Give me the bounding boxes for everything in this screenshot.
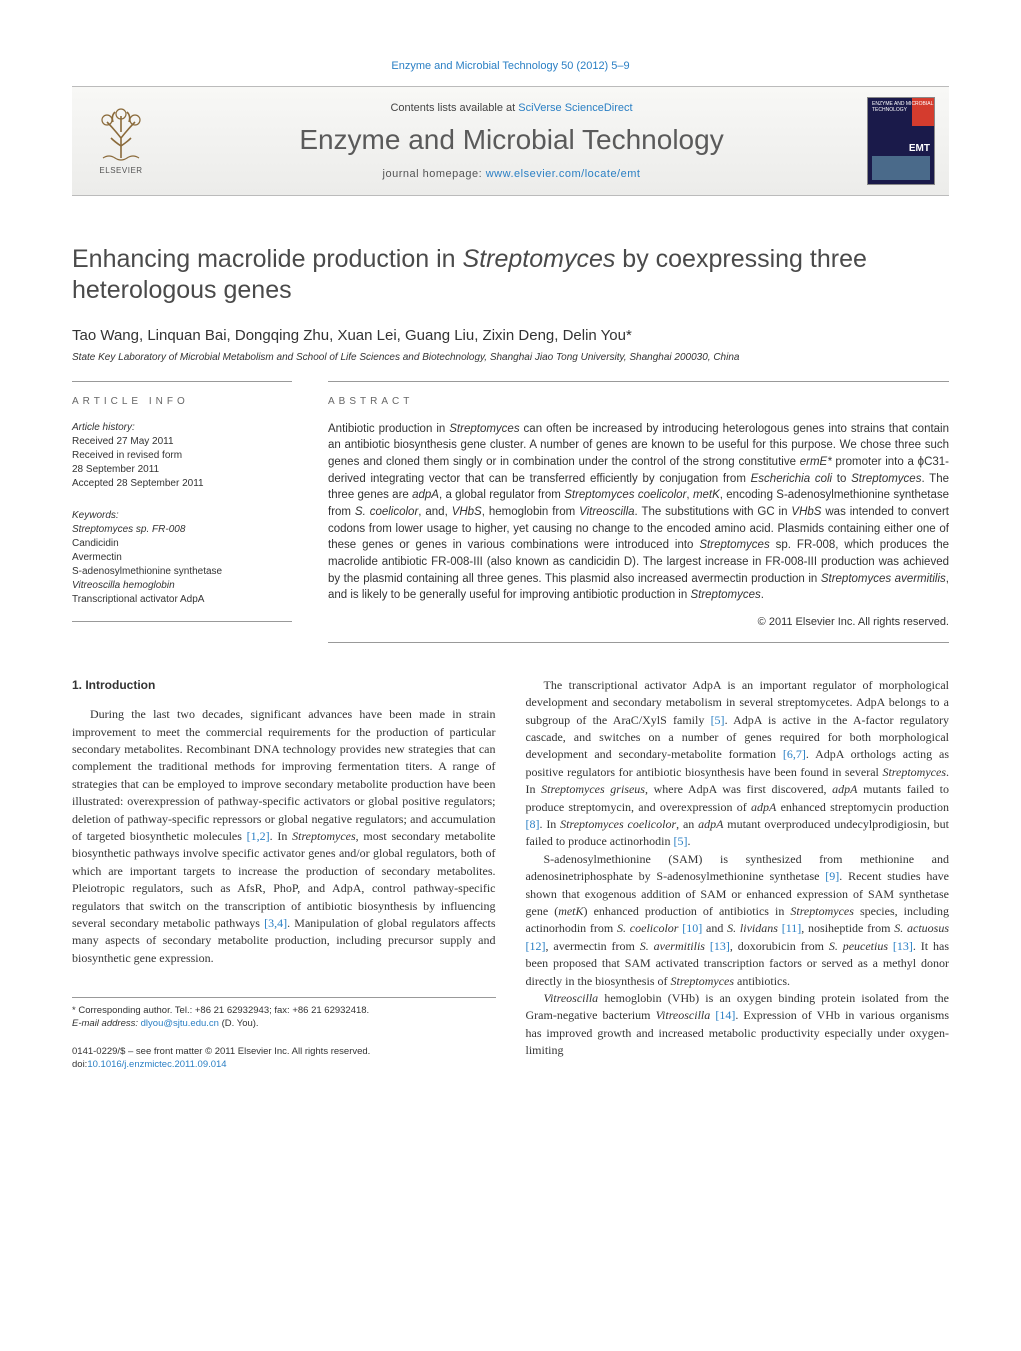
column-right: The transcriptional activator AdpA is an…: [526, 677, 950, 1071]
journal-cover-thumb[interactable]: ENZYME AND MICROBIAL TECHNOLOGY EMT: [867, 97, 935, 185]
contents-line: Contents lists available at SciVerse Sci…: [174, 102, 849, 114]
article-info-column: article info Article history: Received 2…: [72, 381, 292, 643]
meta-row: article info Article history: Received 2…: [72, 381, 949, 643]
keyword-item: Streptomyces sp. FR-008: [72, 523, 292, 537]
affiliation: State Key Laboratory of Microbial Metabo…: [72, 352, 949, 363]
meta-left-bottom-rule: [72, 621, 292, 622]
contents-prefix: Contents lists available at: [390, 102, 518, 114]
doi-link[interactable]: 10.1016/j.enzmictec.2011.09.014: [87, 1059, 226, 1070]
footnote-email: E-mail address: dlyou@sjtu.edu.cn (D. Yo…: [72, 1017, 496, 1030]
doi-label: doi:: [72, 1059, 87, 1070]
homepage-line: journal homepage: www.elsevier.com/locat…: [174, 168, 849, 180]
column-left: 1. Introduction During the last two deca…: [72, 677, 496, 1071]
history-title: Article history:: [72, 421, 292, 435]
cover-emt: EMT: [909, 143, 930, 154]
email-label: E-mail address:: [72, 1018, 141, 1029]
title-block: Enhancing macrolide production in Strept…: [72, 244, 949, 363]
history-revised1: Received in revised form: [72, 449, 292, 463]
history-accepted: Accepted 28 September 2011: [72, 477, 292, 491]
intro-p1: During the last two decades, significant…: [72, 706, 496, 967]
authors: Tao Wang, Linquan Bai, Dongqing Zhu, Xua…: [72, 327, 949, 344]
keywords-title: Keywords:: [72, 509, 292, 523]
history-received: Received 27 May 2011: [72, 435, 292, 449]
elsevier-tree-icon: [93, 108, 149, 164]
copyright: © 2011 Elsevier Inc. All rights reserved…: [328, 616, 949, 628]
cover-image-placeholder: [872, 156, 930, 180]
doi-line: doi:10.1016/j.enzmictec.2011.09.014: [72, 1058, 496, 1071]
email-link[interactable]: dlyou@sjtu.edu.cn: [141, 1018, 219, 1029]
kw0: Streptomyces sp. FR-008: [72, 524, 185, 535]
kw4: Vitreoscilla hemoglobin: [72, 580, 175, 591]
homepage-prefix: journal homepage:: [383, 168, 486, 180]
elsevier-wordmark: ELSEVIER: [99, 166, 142, 175]
author-list: Tao Wang, Linquan Bai, Dongqing Zhu, Xua…: [72, 327, 626, 344]
abstract-label: abstract: [328, 396, 949, 407]
page: Enzyme and Microbial Technology 50 (2012…: [0, 0, 1021, 1111]
homepage-link[interactable]: www.elsevier.com/locate/emt: [486, 168, 641, 180]
col2-p3: Vitreoscilla hemoglobin (VHb) is an oxyg…: [526, 990, 950, 1060]
journal-name: Enzyme and Microbial Technology: [174, 124, 849, 156]
col2-p2: S-adenosylmethionine (SAM) is synthesize…: [526, 851, 950, 990]
corresponding-mark: *: [626, 327, 632, 344]
col2-p1: The transcriptional activator AdpA is an…: [526, 677, 950, 851]
title-pre: Enhancing macrolide production in: [72, 245, 463, 273]
abstract-column: abstract Antibiotic production in Strept…: [328, 381, 949, 643]
keywords: Keywords: Streptomyces sp. FR-008 Candic…: [72, 509, 292, 607]
sciencedirect-link[interactable]: SciVerse ScienceDirect: [518, 102, 632, 114]
keyword-item: Candicidin: [72, 537, 292, 551]
meta-right-bottom-rule: [328, 642, 949, 643]
title-em: Streptomyces: [463, 245, 616, 273]
keyword-item: Vitreoscilla hemoglobin: [72, 579, 292, 593]
keyword-item: Transcriptional activator AdpA: [72, 593, 292, 607]
issn-line: 0141-0229/$ – see front matter © 2011 El…: [72, 1045, 496, 1058]
body-columns: 1. Introduction During the last two deca…: [72, 677, 949, 1071]
issue-citation[interactable]: Enzyme and Microbial Technology 50 (2012…: [72, 60, 949, 72]
article-history: Article history: Received 27 May 2011 Re…: [72, 421, 292, 491]
header-center: Contents lists available at SciVerse Sci…: [174, 102, 849, 180]
intro-heading: 1. Introduction: [72, 677, 496, 694]
elsevier-logo[interactable]: ELSEVIER: [86, 102, 156, 180]
footnote-corresponding: * Corresponding author. Tel.: +86 21 629…: [72, 1004, 496, 1017]
cover-label: ENZYME AND MICROBIAL TECHNOLOGY: [872, 102, 934, 113]
email-who: (D. You).: [219, 1018, 259, 1029]
history-revised2: 28 September 2011: [72, 463, 292, 477]
journal-header-band: ELSEVIER Contents lists available at Sci…: [72, 86, 949, 196]
abstract-text: Antibiotic production in Streptomyces ca…: [328, 421, 949, 604]
article-title: Enhancing macrolide production in Strept…: [72, 244, 949, 307]
footnotes: * Corresponding author. Tel.: +86 21 629…: [72, 997, 496, 1031]
footer-meta: 0141-0229/$ – see front matter © 2011 El…: [72, 1045, 496, 1072]
keyword-item: S-adenosylmethionine synthetase: [72, 565, 292, 579]
article-info-label: article info: [72, 396, 292, 407]
keyword-item: Avermectin: [72, 551, 292, 565]
